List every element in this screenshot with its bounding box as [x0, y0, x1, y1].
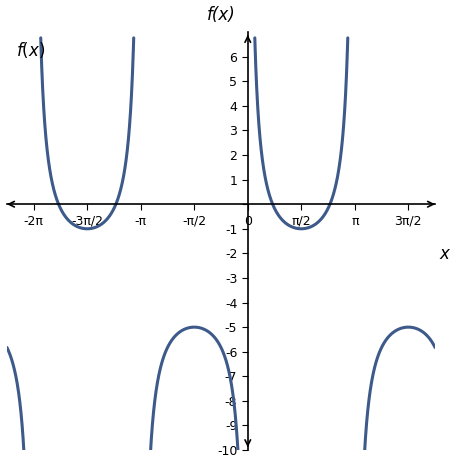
Text: $f(x)$: $f(x)$: [16, 40, 45, 60]
Text: f(x): f(x): [207, 6, 235, 24]
Text: $x$: $x$: [439, 245, 452, 263]
